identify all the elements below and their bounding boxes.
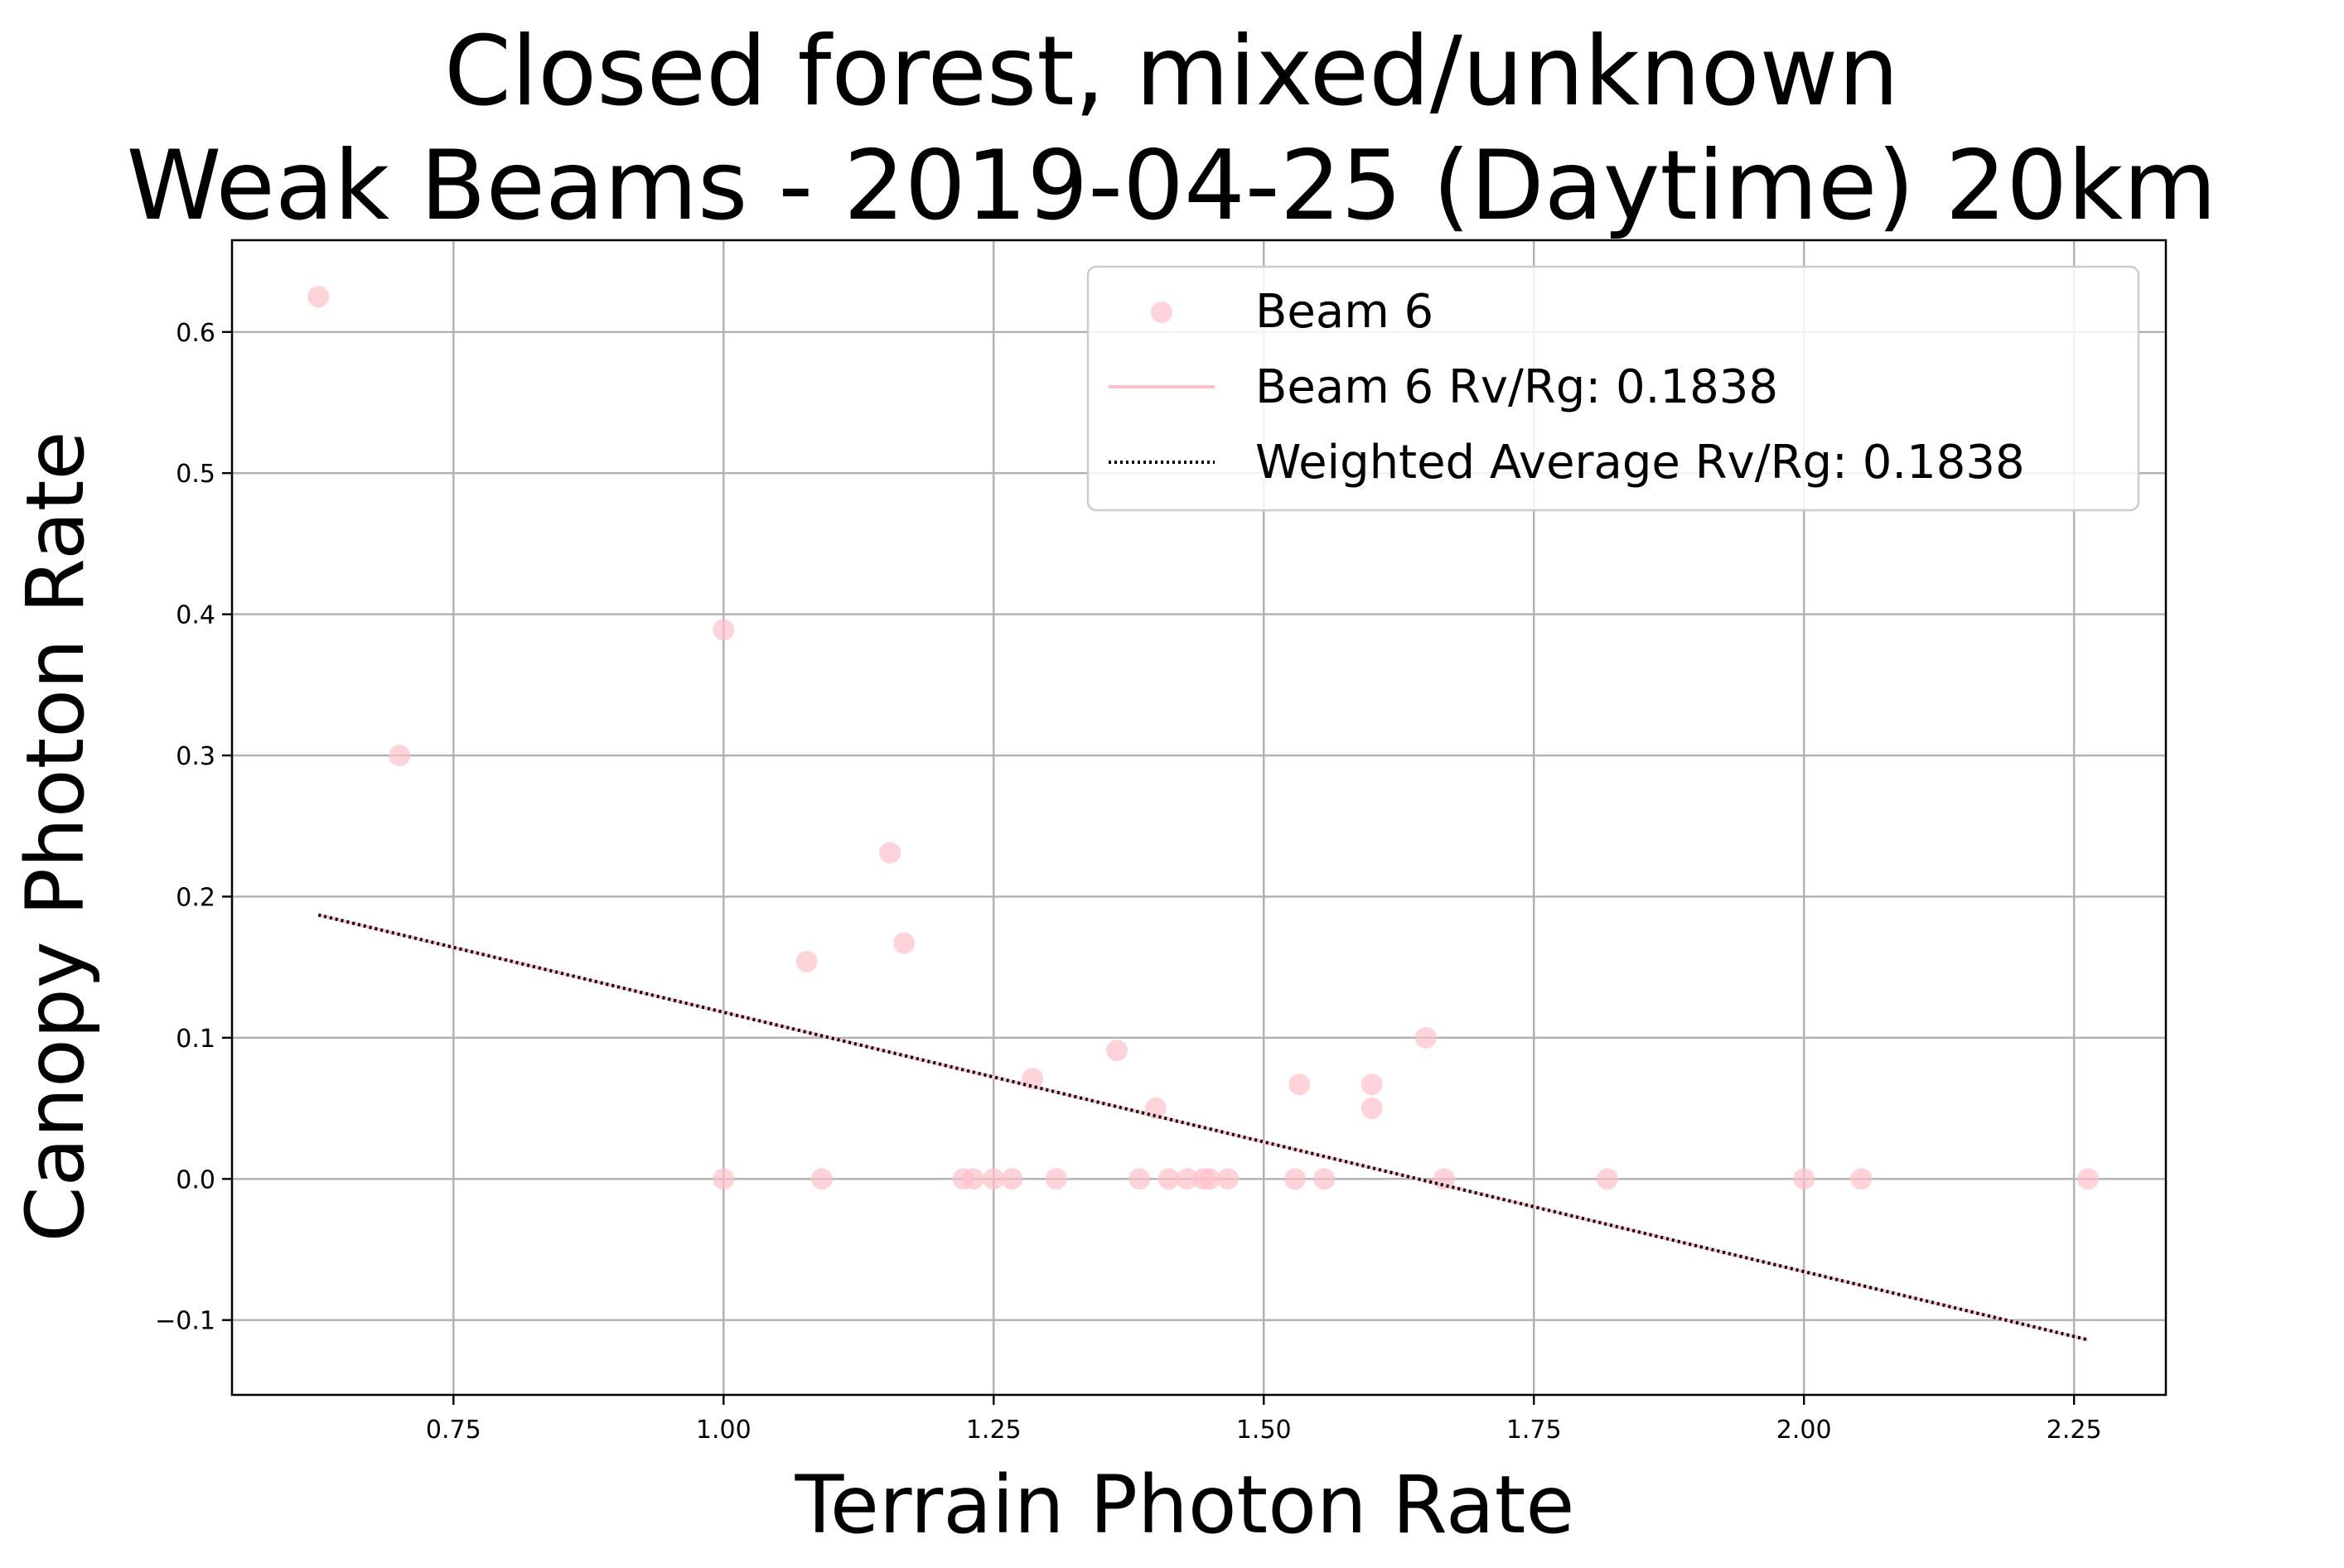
scatter-point [389, 745, 411, 767]
series [307, 286, 2100, 1342]
y-axis-label: Canopy Photon Rate [9, 431, 102, 1242]
scatter-point [1850, 1168, 1873, 1190]
y-tick-label: 0.6 [176, 319, 215, 348]
chart-title-line-2: Weak Beams - 2019-04-25 (Daytime) 20km [127, 130, 2217, 242]
y-tick-label: −0.1 [155, 1307, 215, 1336]
x-ticks: 0.75 1.00 1.25 1.50 1.75 2.00 2.25 [426, 1395, 2102, 1445]
x-tick-label: 1.00 [696, 1416, 752, 1445]
y-tick-label: 0.1 [176, 1025, 215, 1054]
x-axis-label: Terrain Photon Rate [795, 1459, 1575, 1551]
scatter-point [307, 286, 330, 308]
y-tick-label: 0.2 [176, 883, 215, 912]
x-tick-label: 0.75 [426, 1416, 481, 1445]
scatter-point [713, 1168, 735, 1190]
legend-marker-0 [1151, 302, 1172, 323]
legend-label-2: Weighted Average Rv/Rg: 0.1838 [1255, 436, 2025, 490]
y-tick-label: 0.3 [176, 742, 215, 771]
x-tick-label: 1.25 [966, 1416, 1022, 1445]
scatter-point [1414, 1026, 1437, 1049]
scatter-point [2077, 1168, 2100, 1190]
x-tick-label: 2.25 [2047, 1416, 2102, 1445]
y-tick-label: 0.4 [176, 601, 215, 630]
x-tick-label: 1.75 [1506, 1416, 1562, 1445]
scatter-point [1199, 1168, 1221, 1190]
scatter-point [1313, 1168, 1336, 1190]
y-ticks: −0.1 0.0 0.1 0.2 0.3 0.4 0.5 0.6 [155, 319, 232, 1336]
chart-title-line-1: Closed forest, mixed/unknown [444, 16, 1899, 128]
scatter-point [713, 619, 735, 641]
y-tick-label: 0.0 [176, 1165, 215, 1194]
scatter-point [1045, 1168, 1067, 1190]
legend: Beam 6 Beam 6 Rv/Rg: 0.1838 Weighted Ave… [1086, 265, 2140, 512]
scatter-point [983, 1168, 1005, 1190]
legend-label-1: Beam 6 Rv/Rg: 0.1838 [1255, 360, 1778, 414]
scatter-point [1158, 1168, 1180, 1190]
scatter-point [893, 932, 916, 954]
scatter-point [810, 1168, 833, 1190]
scatter-point [879, 842, 901, 864]
scatter-point [795, 950, 818, 972]
x-tick-label: 1.50 [1236, 1416, 1292, 1445]
scatter-point [1793, 1168, 1815, 1190]
scatter-point [1360, 1073, 1383, 1096]
scatter-point [1596, 1168, 1618, 1190]
plot-frame [230, 239, 2168, 1397]
weighted-average-line [317, 913, 2089, 1342]
scatter-point [1176, 1168, 1198, 1190]
scatter-point [962, 1168, 984, 1190]
scatter-point [1105, 1040, 1128, 1062]
scatter-point [1001, 1168, 1023, 1190]
scatter-point [1217, 1168, 1240, 1190]
scatter-point [1129, 1168, 1151, 1190]
scatter-point [1360, 1098, 1383, 1120]
legend-label-0: Beam 6 [1255, 285, 1433, 339]
legend-box [1086, 265, 2140, 512]
legend-entries [1109, 302, 1215, 464]
scatter-point [1288, 1073, 1311, 1096]
x-tick-label: 2.00 [1776, 1416, 1832, 1445]
scatter-point [1284, 1168, 1307, 1190]
y-tick-label: 0.5 [176, 460, 215, 489]
